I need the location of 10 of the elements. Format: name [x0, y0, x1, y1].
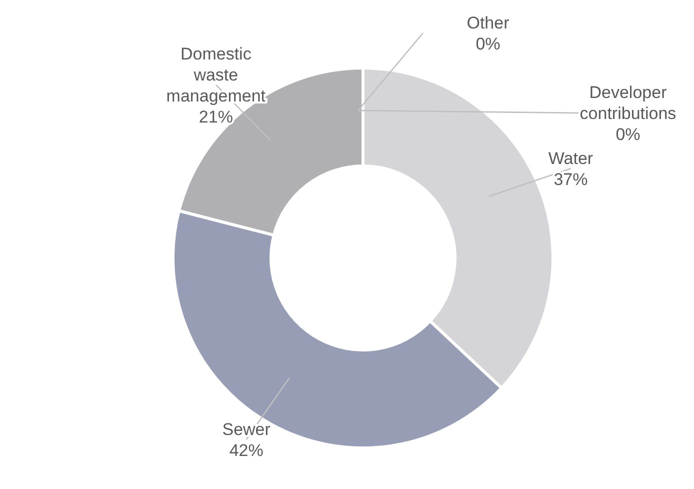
category-label: Developer contributions: [580, 83, 676, 123]
category-label: Other: [466, 14, 510, 32]
data-label: 21%: [198, 107, 233, 126]
text: 0%: [476, 34, 500, 54]
slice-label: Domestic waste management: [166, 44, 266, 106]
data-label: 42%: [229, 440, 264, 460]
slice-label: Water: [548, 148, 594, 168]
slice-label: Sewer: [222, 420, 271, 439]
data-label: 37%: [554, 170, 588, 189]
text: 0%: [616, 125, 640, 144]
